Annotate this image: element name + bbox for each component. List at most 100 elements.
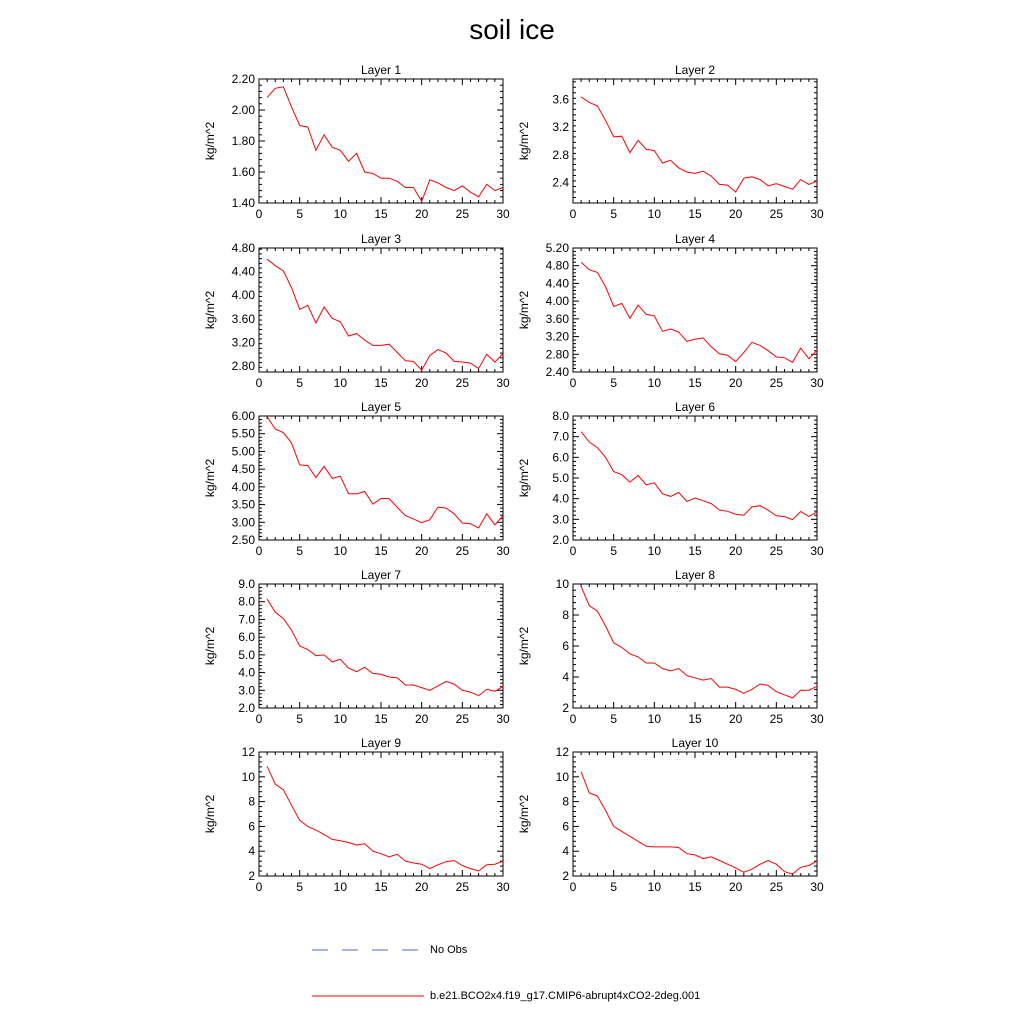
x-tick-label: 15 (374, 207, 388, 221)
x-tick-label: 5 (610, 376, 617, 390)
y-tick-label: 1.60 (232, 165, 256, 179)
legend-swatch-dashed (312, 949, 424, 951)
x-tick-label: 15 (688, 544, 702, 558)
panel-title: Layer 6 (675, 400, 715, 414)
x-tick-label: 15 (688, 712, 702, 726)
x-tick-label: 10 (334, 712, 348, 726)
figure-title: soil ice (469, 14, 555, 45)
y-tick-label: 3.00 (232, 515, 256, 529)
y-axis-label: kg/m^2 (203, 459, 217, 498)
x-tick-label: 10 (648, 712, 662, 726)
y-tick-label: 2.8 (552, 148, 569, 162)
y-tick-label: 3.20 (232, 335, 256, 349)
y-tick-label: 4.00 (546, 294, 570, 308)
y-tick-label: 1.40 (232, 196, 256, 210)
y-tick-label: 6 (562, 639, 569, 653)
x-tick-label: 30 (496, 712, 510, 726)
y-tick-label: 2.4 (552, 175, 569, 189)
x-tick-label: 30 (810, 880, 824, 894)
x-tick-label: 25 (770, 207, 784, 221)
x-tick-label: 10 (334, 880, 348, 894)
x-tick-label: 30 (496, 376, 510, 390)
legend-item-no-obs: No Obs (312, 940, 467, 960)
y-tick-label: 3.0 (238, 683, 255, 697)
series-line (580, 771, 818, 875)
series-line (580, 96, 818, 193)
x-tick-label: 20 (729, 207, 743, 221)
y-tick-label: 3.2 (552, 120, 569, 134)
y-tick-label: 2.20 (232, 72, 256, 86)
plot-frame (258, 78, 504, 204)
y-tick-label: 2.0 (238, 701, 255, 715)
x-tick-label: 15 (688, 376, 702, 390)
x-tick-label: 10 (648, 880, 662, 894)
x-tick-label: 0 (256, 712, 263, 726)
x-tick-label: 5 (296, 880, 303, 894)
y-tick-label: 12 (242, 745, 256, 759)
panel-title: Layer 4 (675, 232, 715, 246)
y-tick-label: 2.00 (232, 103, 256, 117)
y-axis-label: kg/m^2 (517, 122, 531, 161)
y-tick-label: 8 (562, 608, 569, 622)
x-tick-label: 5 (296, 544, 303, 558)
panel-title: Layer 9 (361, 736, 401, 750)
y-axis-label: kg/m^2 (203, 291, 217, 330)
x-tick-label: 15 (374, 712, 388, 726)
x-tick-label: 30 (810, 207, 824, 221)
x-tick-label: 25 (456, 207, 470, 221)
x-tick-label: 0 (570, 376, 577, 390)
x-tick-label: 25 (770, 376, 784, 390)
x-tick-label: 25 (456, 544, 470, 558)
panel-title: Layer 3 (361, 232, 401, 246)
legend-label: No Obs (430, 944, 468, 956)
plot-frame (258, 583, 504, 709)
series-line (266, 86, 504, 203)
panel-title: Layer 7 (361, 568, 401, 582)
plot-frame (572, 247, 818, 373)
y-tick-label: 5.20 (546, 241, 570, 255)
x-tick-label: 10 (648, 376, 662, 390)
plot-frame (572, 415, 818, 541)
x-tick-label: 30 (496, 544, 510, 558)
plot-frame (572, 78, 818, 204)
x-tick-label: 25 (770, 544, 784, 558)
x-tick-label: 20 (415, 712, 429, 726)
y-tick-label: 10 (556, 770, 570, 784)
y-tick-label: 3.60 (546, 312, 570, 326)
y-tick-label: 5.0 (238, 648, 255, 662)
x-tick-label: 30 (496, 880, 510, 894)
panel-layer-4: Layer 4 kg/m^2 0 5 10 15 20 25 30 2.40 2.80 3.20 3.6… (517, 232, 824, 390)
y-tick-label: 4.00 (232, 480, 256, 494)
y-tick-label: 2.80 (232, 359, 256, 373)
y-tick-label: 2.40 (546, 365, 570, 379)
y-tick-label: 8.0 (238, 595, 255, 609)
y-tick-label: 4.80 (546, 259, 570, 273)
y-tick-label: 8.0 (552, 409, 569, 423)
x-tick-label: 0 (570, 712, 577, 726)
y-tick-label: 4.40 (232, 265, 256, 279)
y-tick-label: 4.0 (238, 666, 255, 680)
x-tick-label: 20 (415, 544, 429, 558)
y-tick-label: 7.0 (552, 430, 569, 444)
y-tick-label: 12 (556, 745, 570, 759)
x-tick-label: 20 (729, 880, 743, 894)
x-tick-label: 0 (256, 207, 263, 221)
panel-title: Layer 10 (672, 736, 719, 750)
x-tick-label: 25 (456, 376, 470, 390)
panel-layer-6: Layer 6 kg/m^2 0 5 10 15 20 25 30 2.0 3.0 4.0 5.0 6.0… (517, 400, 824, 558)
x-tick-label: 25 (456, 712, 470, 726)
legend-swatch-line (312, 995, 424, 997)
y-axis-label: kg/m^2 (517, 627, 531, 666)
plot-frame (572, 583, 818, 709)
x-tick-label: 0 (256, 544, 263, 558)
x-tick-label: 25 (770, 880, 784, 894)
y-tick-label: 2.80 (546, 347, 570, 361)
x-tick-label: 25 (456, 880, 470, 894)
x-tick-label: 20 (415, 207, 429, 221)
panel-layer-9: Layer 9 kg/m^2 0 5 10 15 20 25 30 2 4 6 8 10 12 (203, 736, 510, 894)
y-tick-label: 4.00 (232, 288, 256, 302)
x-tick-label: 5 (296, 376, 303, 390)
y-axis-label: kg/m^2 (517, 795, 531, 834)
